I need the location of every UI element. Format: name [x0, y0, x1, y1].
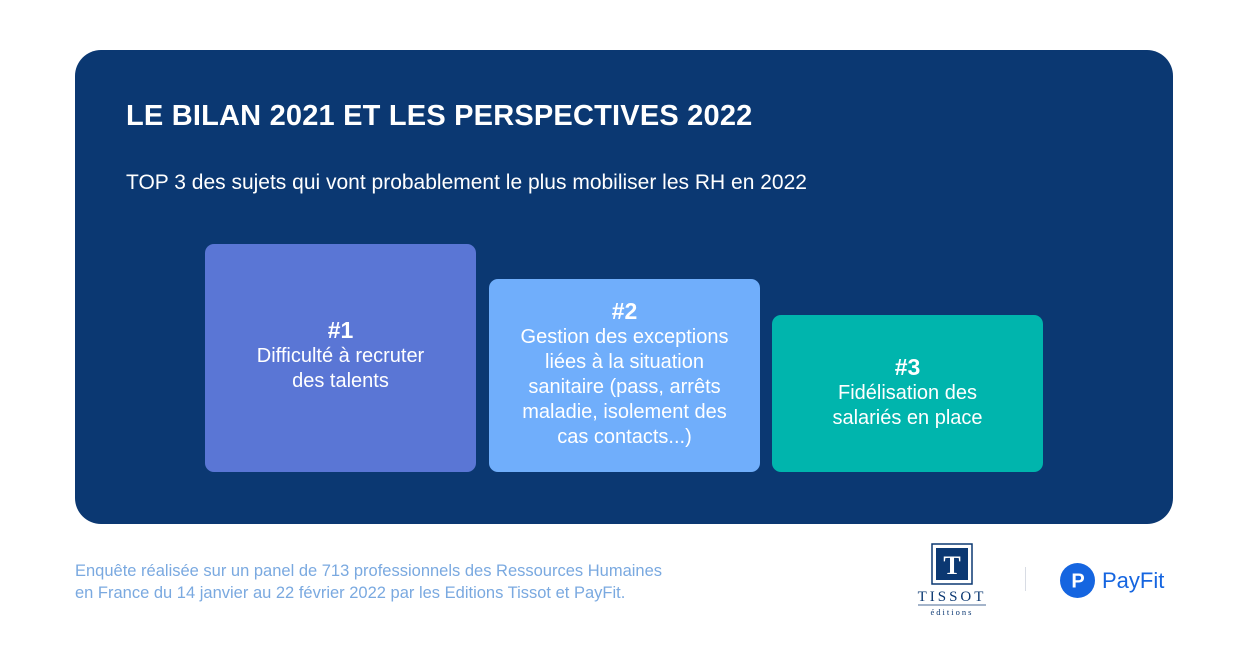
card-text-line: liées à la situation	[545, 350, 704, 373]
rank-label: #1	[327, 316, 354, 343]
card-text-line: maladie, isolement des	[522, 400, 727, 423]
panel-subtitle: TOP 3 des sujets qui vont probablement l…	[126, 171, 807, 194]
payfit-name: PayFit	[1102, 567, 1165, 593]
survey-footnote: Enquête réalisée sur un panel de 713 pro…	[75, 560, 662, 604]
payfit-letter: P	[1071, 571, 1084, 593]
card-text-line: Difficulté à recruter	[256, 344, 425, 367]
card-text-line: Fidélisation des	[838, 382, 977, 404]
card-text-line: Gestion des exceptions	[520, 325, 729, 348]
tissot-sub: éditions	[931, 607, 974, 617]
podium-card-2: #2 Gestion des exceptions liées à la sit…	[489, 279, 760, 472]
logo-divider	[1025, 567, 1026, 591]
summary-panel: LE BILAN 2021 ET LES PERSPECTIVES 2022 T…	[75, 50, 1173, 524]
podium-card-3: #3 Fidélisation des salariés en place	[772, 315, 1043, 472]
tissot-logo: T TISSOT éditions	[918, 543, 987, 617]
card-text-line: sanitaire (pass, arrêts	[528, 375, 721, 398]
footnote-line: en France du 14 janvier au 22 février 20…	[75, 584, 626, 602]
payfit-logo: P PayFit	[1060, 563, 1164, 598]
rank-label: #2	[611, 297, 638, 324]
footnote-line: Enquête réalisée sur un panel de 713 pro…	[75, 562, 663, 580]
rank-label: #3	[894, 354, 921, 380]
tissot-letter: T	[943, 551, 960, 580]
podium-card-1: #1 Difficulté à recruter des talents	[205, 244, 476, 472]
card-text-line: salariés en place	[832, 407, 983, 429]
card-text-line: cas contacts...)	[557, 425, 692, 448]
tissot-name: TISSOT	[918, 589, 987, 605]
card-text-line: des talents	[292, 369, 389, 392]
panel-title: LE BILAN 2021 ET LES PERSPECTIVES 2022	[126, 100, 753, 132]
payfit-p-icon: P	[1060, 563, 1095, 598]
